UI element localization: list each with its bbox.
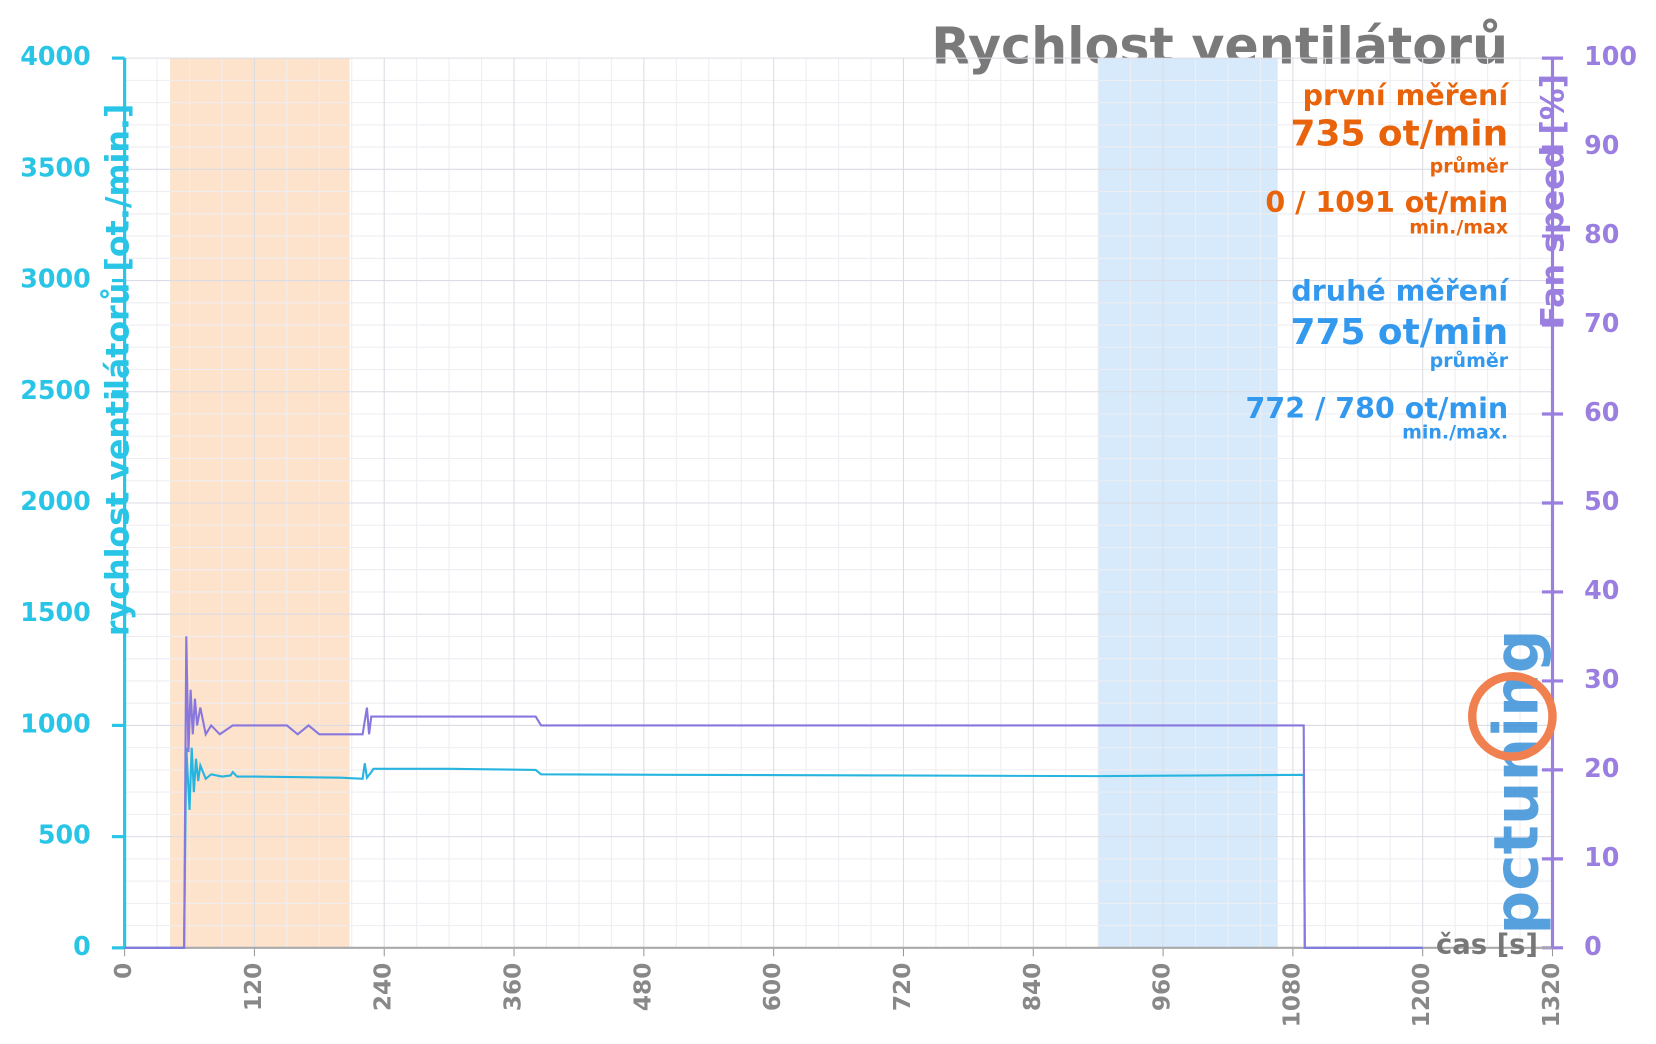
x-tick-label: 720 <box>889 963 916 1012</box>
x-tick-label: 960 <box>1149 963 1176 1012</box>
y2-tick-label: 60 <box>1584 397 1619 427</box>
series-line <box>124 747 1423 949</box>
annotation: 775 ot/min <box>1291 312 1509 353</box>
x-axis-label: čas [s] <box>1436 930 1538 961</box>
y-tick-label: 2000 <box>20 486 91 516</box>
annotation: min./max <box>1409 217 1508 239</box>
x-tick-label: 1200 <box>1408 963 1435 1028</box>
y2-tick-label: 40 <box>1584 575 1619 605</box>
y2-tick-label: 70 <box>1584 308 1619 338</box>
x-tick-label: 1080 <box>1278 963 1305 1028</box>
y-tick-label: 1000 <box>20 708 91 738</box>
annotation: druhé měření <box>1291 275 1510 308</box>
x-tick-label: 600 <box>759 963 786 1012</box>
x-tick-label: 0 <box>110 963 137 979</box>
y-tick-label: 4000 <box>20 41 91 71</box>
x-tick-label: 240 <box>370 963 397 1012</box>
y2-tick-label: 0 <box>1584 931 1602 961</box>
x-tick-label: 840 <box>1019 963 1046 1012</box>
y2-tick-label: 30 <box>1584 664 1619 694</box>
x-tick-label: 360 <box>500 963 527 1012</box>
y-tick-label: 1500 <box>20 597 91 627</box>
annotation: 772 / 780 ot/min <box>1246 392 1509 425</box>
y-tick-label: 0 <box>73 931 91 961</box>
series-line <box>124 636 1423 949</box>
y2-tick-label: 100 <box>1584 41 1637 71</box>
annotation: 735 ot/min <box>1291 113 1509 154</box>
y2-tick-label: 10 <box>1584 842 1619 872</box>
y-tick-label: 2500 <box>20 375 91 405</box>
annotation: min./max. <box>1402 422 1508 444</box>
y2-tick-label: 50 <box>1584 486 1619 516</box>
watermark-dial <box>1468 672 1557 761</box>
y-tick-label: 3500 <box>20 152 91 182</box>
y2-axis-label: Fan speed [%] <box>1536 74 1572 328</box>
y-axis-label: rychlost ventilátorů [ot./min.] <box>99 104 136 636</box>
annotation: průměr <box>1430 154 1509 177</box>
annotation: první měření <box>1303 79 1511 112</box>
y2-tick-label: 90 <box>1584 130 1619 160</box>
annotation: 0 / 1091 ot/min <box>1265 186 1508 219</box>
y-tick-label: 500 <box>38 820 91 850</box>
y2-tick-label: 20 <box>1584 753 1619 783</box>
x-tick-label: 1320 <box>1538 963 1565 1028</box>
y2-tick-label: 80 <box>1584 219 1619 249</box>
x-tick-label: 480 <box>629 963 656 1012</box>
y-tick-label: 3000 <box>20 264 91 294</box>
x-tick-label: 120 <box>240 963 267 1012</box>
annotation: průměr <box>1430 349 1509 372</box>
